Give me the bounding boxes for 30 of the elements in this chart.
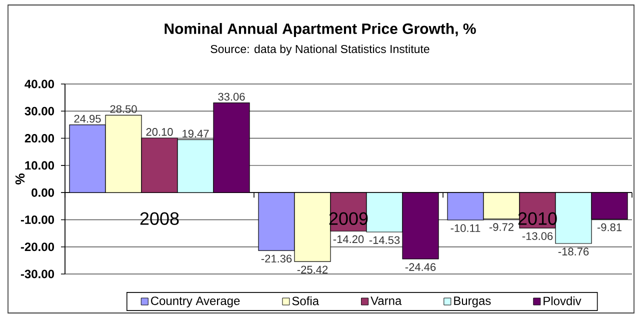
y-tick-label: -10.00 <box>20 215 54 224</box>
y-tick-label: 40.00 <box>24 80 54 88</box>
data-label: -9.72 <box>489 223 514 231</box>
data-label: 20.10 <box>146 128 173 136</box>
data-label: 33.06 <box>218 92 245 101</box>
y-tick-label: 30.00 <box>24 106 54 116</box>
data-label: -10.11 <box>450 224 480 232</box>
data-label: 24.95 <box>74 114 101 123</box>
legend-label: Plovdiv <box>544 296 582 306</box>
legend-label: Sofia <box>292 296 320 306</box>
legend-label: Burgas <box>454 296 491 308</box>
data-label: -9.81 <box>597 223 622 232</box>
data-label: -25.42 <box>297 266 328 274</box>
data-label: -14.53 <box>369 236 400 244</box>
y-tick-label: -20.00 <box>20 242 54 252</box>
data-label: -24.46 <box>405 263 436 271</box>
chart-title: Nominal Annual Apartment Price Growth, % <box>164 23 476 37</box>
y-tick-label: 20.00 <box>24 134 54 143</box>
y-tick-label: 10.00 <box>25 161 54 170</box>
data-label: -21.36 <box>261 254 292 263</box>
legend-label: Country Average <box>150 296 240 308</box>
data-label: -18.76 <box>558 248 589 256</box>
data-label: -13.06 <box>522 232 553 240</box>
chart-subtitle: Source: data by National Statistics Institute <box>210 44 430 56</box>
y-tick-label: -30.00 <box>20 270 54 278</box>
y-axis-title: % <box>15 174 25 184</box>
data-label: 19.47 <box>182 130 209 138</box>
legend-label: Varna <box>370 296 402 306</box>
data-label: -14.20 <box>333 235 364 244</box>
y-tick-label: 0.00 <box>32 188 54 197</box>
